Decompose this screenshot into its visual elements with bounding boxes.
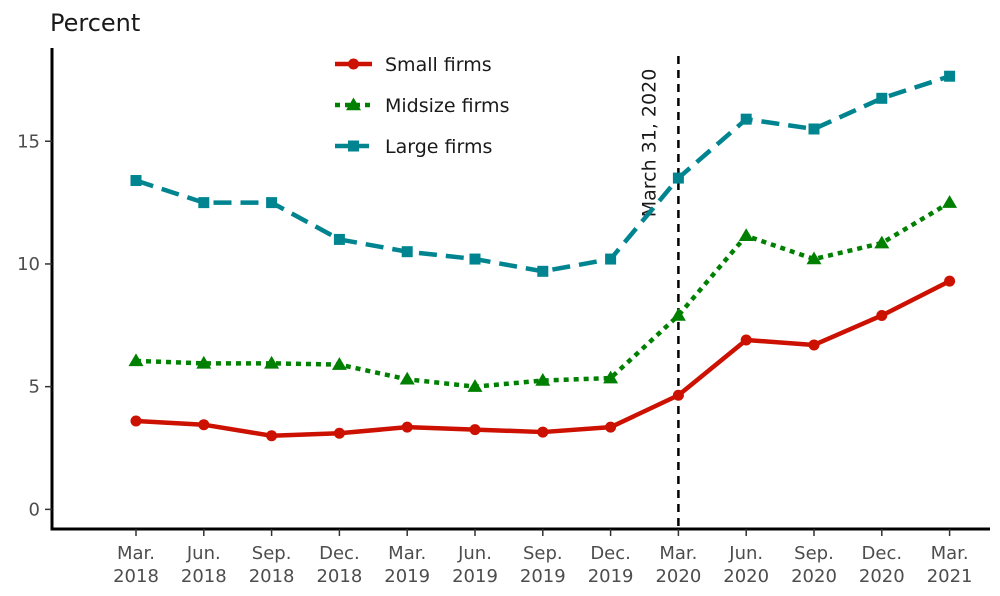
marker-triangle (331, 357, 347, 370)
marker-circle (348, 58, 359, 70)
x-tick-label-month: Mar. (931, 543, 969, 564)
x-tick-label-year: 2019 (384, 566, 430, 587)
x-tick-label-year: 2019 (520, 566, 566, 587)
x-tick-label-month: Mar. (659, 543, 697, 564)
marker-square (333, 233, 345, 245)
series-small-firms (130, 275, 956, 442)
marker-triangle (196, 355, 212, 369)
marker-triangle (874, 235, 890, 249)
x-tick-label-month: Jun. (728, 543, 763, 564)
marker-square (198, 197, 210, 209)
marker-circle (808, 339, 820, 351)
y-tick-label: 0 (29, 499, 40, 520)
x-tick-label-month: Dec. (319, 543, 360, 564)
series-large-firms (130, 70, 956, 277)
legend-item: Large firms (335, 136, 492, 158)
series-midsize-firms (128, 195, 958, 392)
x-tick-label-month: Jun. (457, 543, 492, 564)
x-tick-label-year: 2020 (723, 566, 769, 587)
series-line (135, 279, 951, 438)
marker-square (944, 70, 956, 82)
marker-triangle (738, 228, 754, 241)
marker-square (740, 113, 752, 125)
series-line (135, 200, 951, 389)
legend-item: Midsize firms (335, 95, 509, 117)
y-tick-label: 5 (29, 377, 40, 398)
marker-triangle (399, 371, 415, 385)
marker-circle (333, 427, 345, 439)
x-tick-label-month: Jun. (186, 543, 221, 564)
marker-square (808, 123, 820, 135)
legend-label: Midsize firms (385, 95, 509, 117)
x-tick-label-month: Sep. (252, 543, 292, 564)
legend-label: Large firms (385, 136, 492, 158)
marker-triangle (806, 251, 822, 265)
marker-circle (605, 421, 617, 433)
marker-circle (876, 309, 888, 321)
x-tick-label-month: Sep. (523, 543, 563, 564)
x-tick-label-year: 2018 (316, 566, 362, 587)
y-tick-label: 10 (17, 254, 40, 275)
marker-triangle (535, 373, 551, 386)
marker-circle (672, 389, 684, 401)
marker-triangle (264, 355, 280, 369)
marker-triangle (942, 195, 958, 208)
marker-square (672, 172, 684, 184)
x-tick-label-year: 2018 (181, 566, 227, 587)
x-tick-label-month: Mar. (388, 543, 426, 564)
marker-triangle (603, 370, 619, 384)
x-tick-label-year: 2020 (859, 566, 905, 587)
x-tick-label-month: Dec. (862, 543, 903, 564)
legend-label: Small firms (385, 54, 492, 76)
x-tick-label-year: 2019 (452, 566, 498, 587)
x-tick-label-year: 2020 (655, 566, 701, 587)
annotation-label: March 31, 2020 (638, 69, 660, 218)
marker-circle (198, 419, 210, 431)
x-tick-label-year: 2018 (113, 566, 159, 587)
marker-circle (469, 424, 481, 436)
x-tick-label-month: Mar. (117, 543, 155, 564)
marker-triangle (467, 379, 483, 392)
legend-item: Small firms (335, 54, 492, 76)
marker-circle (401, 421, 413, 433)
marker-square (605, 253, 617, 265)
series-line (135, 74, 951, 274)
marker-triangle (128, 353, 144, 367)
x-tick-label-year: 2019 (588, 566, 634, 587)
y-axis-title: Percent (50, 9, 140, 37)
marker-square (876, 92, 888, 104)
marker-square (469, 253, 481, 265)
marker-triangle (670, 307, 686, 321)
x-tick-label-year: 2021 (927, 566, 973, 587)
marker-triangle (346, 97, 361, 111)
x-tick-label-year: 2020 (791, 566, 837, 587)
x-tick-label-month: Dec. (590, 543, 631, 564)
marker-circle (944, 275, 956, 287)
marker-circle (740, 334, 752, 346)
marker-square (401, 246, 413, 258)
marker-square (537, 265, 549, 277)
x-tick-label-year: 2018 (249, 566, 295, 587)
marker-circle (266, 430, 278, 442)
marker-circle (130, 415, 142, 427)
marker-square (130, 175, 142, 187)
marker-circle (537, 426, 549, 438)
y-tick-label: 15 (17, 131, 40, 152)
x-tick-label-month: Sep. (794, 543, 834, 564)
marker-square (348, 140, 359, 152)
marker-square (266, 197, 278, 209)
